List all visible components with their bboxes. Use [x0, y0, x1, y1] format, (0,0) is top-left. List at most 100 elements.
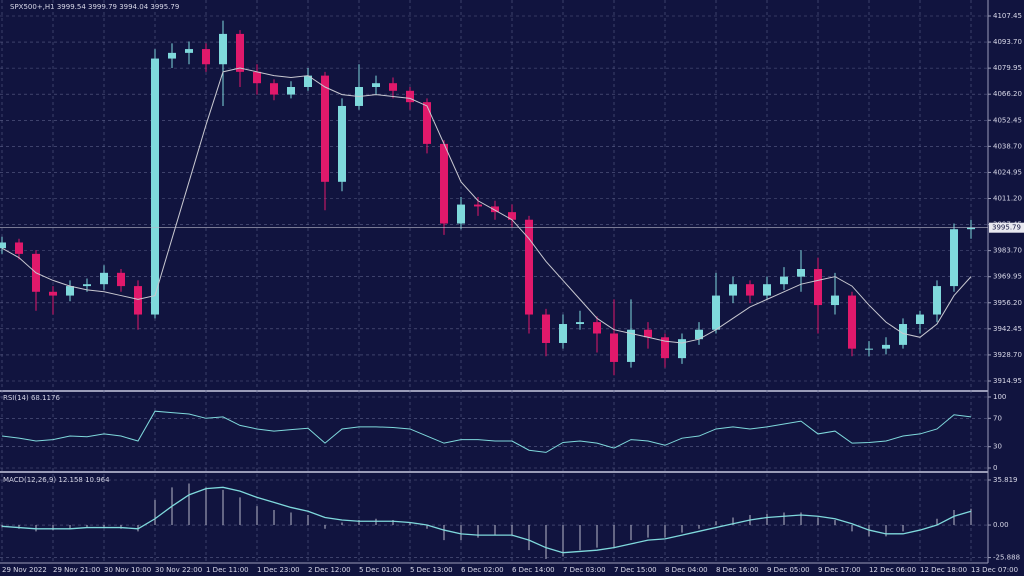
- candle-body: [117, 272, 125, 287]
- x-tick-label: 2 Dec 12:00: [308, 566, 351, 574]
- candle-body: [372, 83, 380, 87]
- candle-body: [474, 204, 482, 207]
- x-tick-label: 6 Dec 02:00: [461, 566, 504, 574]
- x-tick-label: 9 Dec 17:00: [818, 566, 861, 574]
- candle-body: [712, 295, 720, 330]
- last-price-box: [989, 222, 1024, 233]
- y-tick-label: 4011.20: [993, 194, 1022, 202]
- x-tick-label: 1 Dec 11:00: [206, 566, 249, 574]
- y-tick-label: 3942.45: [993, 325, 1022, 333]
- last-price-label: 3995.79: [992, 224, 1021, 232]
- x-tick-label: 29 Nov 2022: [2, 566, 47, 574]
- candle-body: [491, 206, 499, 213]
- y-tick-label: 35.819: [993, 476, 1018, 484]
- candle-body: [678, 339, 686, 359]
- x-tick-label: 30 Nov 22:00: [155, 566, 202, 574]
- candle-body: [440, 143, 448, 224]
- y-tick-label: -25.888: [993, 554, 1020, 562]
- x-tick-label: 29 Nov 21:00: [53, 566, 100, 574]
- y-tick-label: 100: [993, 393, 1006, 401]
- y-tick-label: 70: [993, 414, 1002, 422]
- candle-body: [338, 105, 346, 182]
- candle-body: [525, 219, 533, 315]
- candle-body: [508, 212, 516, 220]
- x-tick-label: 6 Dec 14:00: [512, 566, 555, 574]
- x-tick-label: 13 Dec 07:00: [971, 566, 1018, 574]
- x-tick-label: 5 Dec 13:00: [410, 566, 453, 574]
- y-tick-label: 30: [993, 443, 1002, 451]
- candle-body: [780, 276, 788, 285]
- candle-body: [49, 291, 57, 296]
- y-tick-label: 3914.95: [993, 377, 1022, 385]
- candle-body: [576, 322, 584, 325]
- x-tick-label: 30 Nov 10:00: [104, 566, 151, 574]
- rsi-line: [1, 410, 972, 453]
- candle-body: [236, 33, 244, 72]
- x-tick-label: 8 Dec 16:00: [716, 566, 759, 574]
- candle-body: [882, 344, 890, 349]
- y-tick-label: 4093.70: [993, 38, 1022, 46]
- candle-body: [168, 52, 176, 59]
- candle-body: [389, 83, 397, 91]
- candle-body: [457, 204, 465, 224]
- candle-body: [865, 348, 873, 350]
- rsi-title: RSI(14) 68.1176: [3, 394, 60, 402]
- moving-average: [1, 67, 972, 344]
- candle-body: [253, 71, 261, 84]
- candle-body: [729, 284, 737, 296]
- candle-body: [83, 284, 91, 287]
- x-tick-label: 12 Dec 06:00: [869, 566, 916, 574]
- candle-body: [814, 269, 822, 306]
- candle-body: [627, 329, 635, 362]
- y-tick-label: 0.00: [993, 521, 1009, 529]
- candle-body: [746, 284, 754, 296]
- candle-body: [134, 286, 142, 315]
- y-tick-label: 4024.95: [993, 168, 1022, 176]
- candle-body: [66, 286, 74, 296]
- candle-body: [933, 286, 941, 315]
- candle-body: [406, 90, 414, 103]
- x-tick-label: 9 Dec 05:00: [767, 566, 810, 574]
- candle-body: [644, 329, 652, 338]
- y-tick-label: 3983.70: [993, 247, 1022, 255]
- x-tick-label: 12 Dec 18:00: [920, 566, 967, 574]
- candle-body: [100, 272, 108, 285]
- candle-body: [219, 33, 227, 65]
- y-tick-label: 4107.45: [993, 12, 1022, 20]
- candle-body: [967, 227, 975, 230]
- candle-body: [185, 49, 193, 53]
- candle-body: [151, 58, 159, 315]
- candle-body: [763, 284, 771, 296]
- x-tick-label: 1 Dec 23:00: [257, 566, 300, 574]
- candle-body: [695, 329, 703, 340]
- signal-line: [1, 486, 972, 554]
- y-tick-label: 3956.20: [993, 299, 1022, 307]
- x-tick-label: 8 Dec 04:00: [665, 566, 708, 574]
- candle-body: [610, 333, 618, 362]
- y-tick-label: 4038.70: [993, 142, 1022, 150]
- candle-body: [423, 102, 431, 144]
- candle-body: [559, 324, 567, 343]
- candle-body: [304, 75, 312, 87]
- candle-body: [287, 86, 295, 95]
- candle-body: [542, 314, 550, 343]
- candle-body: [321, 75, 329, 182]
- candle-body: [593, 322, 601, 334]
- candle-body: [15, 242, 23, 254]
- y-tick-label: 0: [993, 464, 997, 472]
- candle-body: [916, 314, 924, 325]
- x-tick-label: 7 Dec 15:00: [614, 566, 657, 574]
- candle-body: [848, 295, 856, 349]
- x-tick-label: 7 Dec 03:00: [563, 566, 606, 574]
- y-tick-label: 3969.95: [993, 273, 1022, 281]
- x-tick-label: 5 Dec 01:00: [359, 566, 402, 574]
- candle-body: [831, 295, 839, 306]
- candle-body: [202, 49, 210, 65]
- candle-body: [797, 269, 805, 277]
- candle-body: [0, 242, 6, 249]
- candle-body: [661, 337, 669, 359]
- y-tick-label: 4066.20: [993, 90, 1022, 98]
- candle-body: [270, 83, 278, 95]
